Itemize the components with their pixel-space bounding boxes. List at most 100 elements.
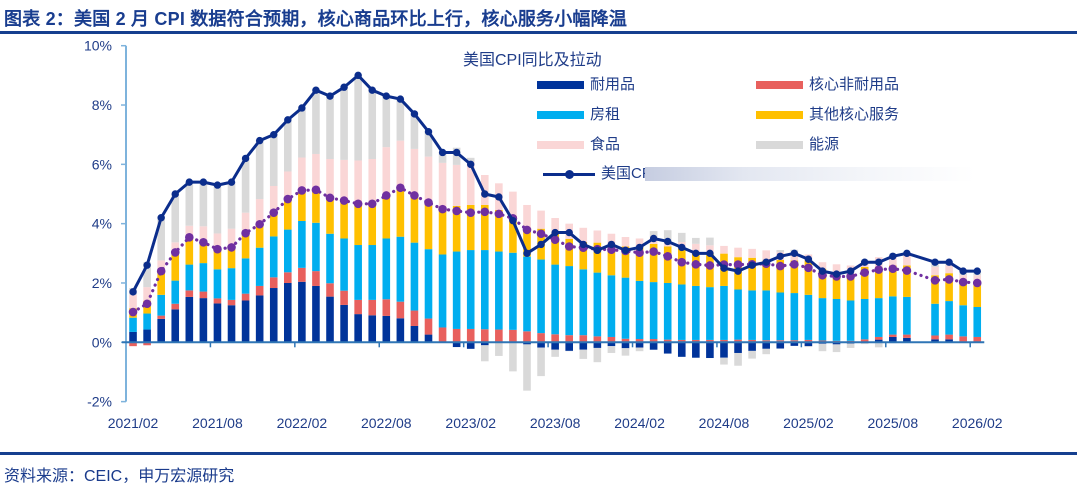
- bar-segment-rent: [832, 299, 841, 341]
- bar-segment-rent: [354, 245, 362, 300]
- bar-segment-other-core-services: [354, 203, 362, 246]
- marker-us-cpi: [551, 228, 559, 237]
- bar-segment-durables: [579, 342, 588, 350]
- bar-segment-food: [171, 242, 180, 253]
- bar-segment-rent: [171, 280, 180, 304]
- bar-segment-other-core-services: [424, 202, 433, 250]
- bar-segment-durables: [312, 285, 320, 343]
- bar-segment-rent: [874, 298, 883, 337]
- bar-segment-other-core-services: [368, 203, 377, 246]
- marker-us-cpi: [199, 178, 208, 186]
- marker-us-cpi: [804, 255, 813, 263]
- x-tick-label: 2024/08: [699, 415, 750, 431]
- y-tick-label: 8%: [92, 97, 112, 113]
- bar-segment-other-core-services: [298, 190, 306, 221]
- y-tick-label: 2%: [92, 275, 112, 291]
- bar-segment-food: [438, 162, 447, 209]
- bar-segment-durables: [649, 342, 658, 350]
- marker-us-cpi: [438, 148, 447, 157]
- marker-us-cpi: [692, 249, 700, 258]
- bar-segment-rent: [199, 263, 208, 292]
- bar-segment-core-nondurables: [607, 336, 616, 343]
- bar-segment-durables: [298, 281, 306, 343]
- marker-us-cpi: [734, 267, 742, 275]
- bar-segment-core-nondurables: [889, 334, 897, 337]
- bar-segment-core-nondurables: [537, 333, 545, 343]
- marker-core-contribution: [156, 266, 166, 276]
- bar-segment-core-nondurables: [973, 336, 982, 343]
- x-tick-label: 2025/02: [783, 415, 834, 431]
- bar-segment-rent: [255, 247, 264, 286]
- bar-segment-food: [635, 238, 644, 247]
- bar-segment-energy: [635, 347, 644, 352]
- marker-core-contribution: [199, 238, 208, 247]
- marker-core-contribution: [775, 261, 785, 271]
- bar-segment-food: [706, 245, 714, 254]
- marker-core-contribution: [635, 248, 644, 258]
- marker-us-cpi: [340, 83, 348, 91]
- bar-segment-durables: [143, 329, 151, 343]
- bar-segment-durables: [199, 298, 208, 343]
- bar-segment-rent: [129, 317, 137, 332]
- bar-segment-food: [368, 159, 377, 204]
- bar-segment-rent: [213, 269, 222, 299]
- bar-segment-other-core-services: [903, 265, 911, 297]
- legend-swatch-energy: [756, 141, 803, 149]
- bar-segment-durables: [171, 309, 180, 343]
- bar-segment-durables: [466, 342, 475, 349]
- marker-us-cpi: [509, 216, 517, 225]
- x-tick-label: 2025/08: [868, 415, 919, 431]
- legend-label: 其他核心服务: [809, 106, 900, 123]
- marker-core-contribution: [325, 193, 335, 203]
- bar-segment-durables: [551, 342, 559, 350]
- marker-core-contribution: [241, 228, 250, 238]
- bar-segment-energy: [480, 345, 489, 362]
- bar-segment-rent: [706, 287, 714, 340]
- bar-segment-rent: [621, 277, 630, 339]
- marker-us-cpi: [481, 190, 489, 198]
- bar-segment-energy: [171, 194, 180, 243]
- legend-label: 耐用品: [590, 76, 636, 93]
- x-tick-label: 2024/02: [614, 415, 665, 431]
- marker-core-contribution: [790, 259, 799, 269]
- bar-segment-energy: [452, 147, 461, 165]
- bar-segment-other-core-services: [551, 233, 559, 265]
- bar-segment-rent: [762, 290, 770, 341]
- title-divider: [0, 31, 1077, 34]
- bar-segment-core-nondurables: [143, 342, 151, 346]
- bar-segment-rent: [720, 285, 728, 340]
- marker-core-contribution: [170, 248, 180, 257]
- bar-segment-durables: [396, 318, 405, 343]
- bar-segment-rent: [438, 254, 447, 328]
- bar-segment-core-nondurables: [903, 334, 911, 338]
- bar-segment-other-core-services: [776, 259, 785, 293]
- bar-segment-rent: [973, 307, 982, 337]
- marker-us-cpi: [818, 267, 827, 275]
- legend-label: 能源: [809, 136, 840, 153]
- marker-core-contribution: [424, 198, 433, 207]
- bar-segment-other-core-services: [157, 271, 165, 295]
- bar-segment-core-nondurables: [213, 298, 222, 304]
- bar-segment-durables: [621, 342, 630, 349]
- bar-segment-durables: [635, 342, 644, 348]
- bar-segment-durables: [227, 305, 236, 343]
- marker-core-contribution: [227, 243, 236, 252]
- marker-us-cpi: [649, 234, 658, 243]
- legend-swatch-food: [537, 141, 584, 149]
- marker-us-cpi: [846, 267, 855, 275]
- bar-segment-core-nondurables: [734, 339, 742, 343]
- bar-segment-rent: [185, 264, 194, 291]
- bar-segment-rent: [284, 229, 292, 273]
- bar-segment-core-nondurables: [776, 340, 785, 343]
- bar-segment-durables: [790, 342, 799, 346]
- legend-label: 食品: [590, 136, 621, 153]
- bar-segment-durables: [354, 314, 362, 343]
- bar-segment-food: [692, 243, 700, 253]
- lines-layer: [128, 71, 982, 317]
- bar-segment-core-nondurables: [227, 299, 236, 306]
- bar-segment-rent: [143, 313, 151, 330]
- bar-segment-rent: [959, 305, 967, 337]
- bar-segment-energy: [340, 87, 348, 160]
- x-tick-label: 2021/02: [108, 415, 159, 431]
- legend-swatch-core-nondurables: [756, 81, 803, 89]
